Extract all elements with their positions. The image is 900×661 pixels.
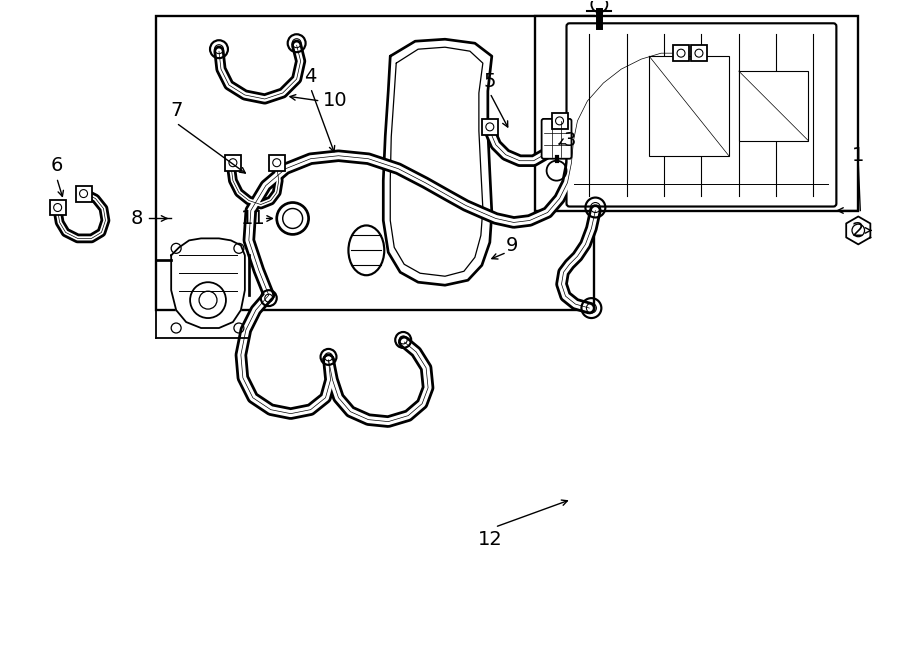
Bar [739,71,808,141]
Text: 6: 6 [50,156,63,175]
Text: 2: 2 [852,221,865,240]
FancyBboxPatch shape [566,23,836,206]
FancyBboxPatch shape [542,119,572,159]
Text: 5: 5 [483,71,496,91]
Polygon shape [171,239,245,328]
Polygon shape [383,39,491,285]
Text: 10: 10 [323,91,347,110]
Bar [691,45,707,61]
Text: 12: 12 [478,529,502,549]
Bar [552,113,568,129]
Bar [673,45,689,61]
Bar [269,155,284,171]
Bar [50,200,66,215]
Text: 8: 8 [130,209,142,228]
Text: 4: 4 [304,67,317,85]
Text: 9: 9 [506,236,518,255]
Bar [535,17,859,210]
Bar [76,186,92,202]
Text: 11: 11 [240,209,266,228]
Polygon shape [846,217,870,245]
Bar [225,155,241,171]
Text: 7: 7 [170,101,183,120]
Bar [157,17,594,310]
Text: 1: 1 [852,146,865,165]
Bar [649,56,729,156]
Bar [482,119,498,135]
Text: 3: 3 [563,132,576,150]
